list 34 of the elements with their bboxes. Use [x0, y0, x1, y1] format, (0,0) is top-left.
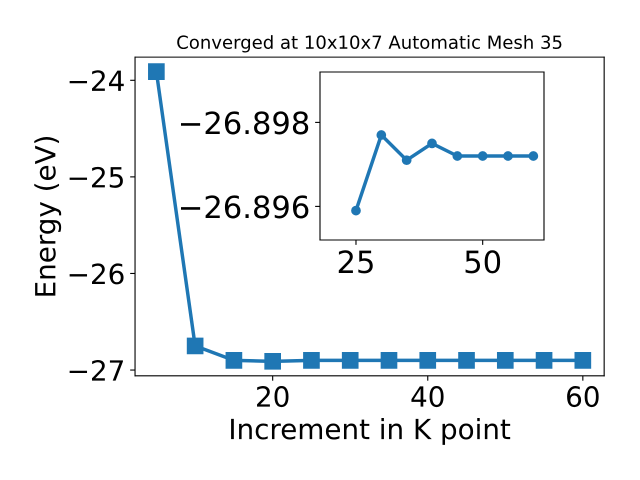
point	[496, 352, 514, 369]
point	[427, 138, 437, 148]
point	[342, 352, 359, 369]
point	[402, 155, 412, 166]
x-tick-label: 50	[466, 250, 500, 274]
x-tick-label: 20	[257, 386, 289, 408]
y-tick-label: −25	[70, 166, 123, 188]
x-tick-label: 60	[567, 386, 599, 408]
y-tick-label: −27	[70, 360, 123, 381]
point	[452, 151, 462, 161]
x-axis-title: Increment in K point	[231, 418, 510, 445]
point	[536, 352, 552, 369]
y-axis-title: Energy (eV)	[34, 136, 62, 296]
point	[528, 151, 538, 161]
point	[419, 352, 436, 369]
y-tick-label: −26.896	[180, 195, 308, 218]
point	[186, 338, 204, 354]
chart-title: Converged at 10x10x7 Automatic Mesh 35	[177, 35, 562, 53]
y-tick-label: −24	[70, 70, 124, 91]
x-tick-label: 40	[411, 386, 444, 408]
y-tick-label: −26.898	[180, 111, 308, 134]
point	[303, 352, 320, 369]
point	[376, 130, 386, 140]
point	[148, 63, 165, 80]
point	[574, 352, 592, 369]
point	[380, 352, 398, 369]
point	[351, 206, 361, 216]
point	[264, 353, 282, 370]
x-tick-label: 25	[338, 250, 373, 274]
point	[478, 151, 488, 161]
point	[458, 352, 475, 369]
point	[226, 352, 242, 369]
point	[503, 151, 513, 161]
y-tick-label: −26	[70, 263, 124, 284]
